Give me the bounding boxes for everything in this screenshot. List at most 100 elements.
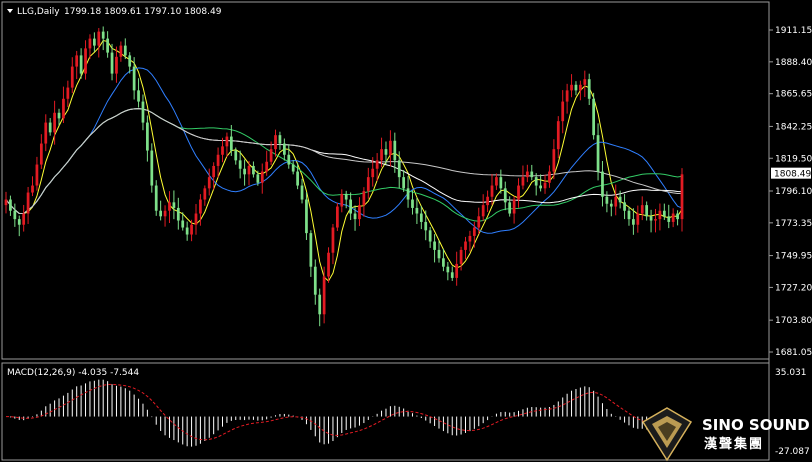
candle-body <box>609 203 613 207</box>
candle-body <box>565 90 569 102</box>
candle-body <box>256 174 260 183</box>
candle-body <box>490 185 494 197</box>
candle-body <box>618 196 622 203</box>
candle-body <box>278 135 282 144</box>
candle-body <box>322 276 326 315</box>
moving-averages <box>5 40 683 282</box>
candle-body <box>486 196 489 206</box>
candle-body <box>362 191 366 206</box>
candle-body <box>548 171 551 183</box>
candle-body <box>194 213 198 225</box>
candle-body <box>234 150 238 161</box>
candle-body <box>53 112 56 133</box>
candle-body <box>163 210 167 217</box>
candle-body <box>402 177 406 189</box>
price-tick-label: 1865.65 <box>775 90 812 100</box>
candle-body <box>433 241 436 250</box>
candle-body <box>9 199 12 211</box>
candle-body <box>4 199 8 206</box>
price-tick-label: 1888.40 <box>775 58 812 68</box>
candle-body <box>35 164 39 186</box>
candle-body <box>375 160 379 169</box>
candle-body <box>481 205 485 217</box>
candle-body <box>508 202 512 214</box>
candle-body <box>221 146 224 155</box>
candle-body <box>380 149 383 161</box>
price-tick-label: 1911.15 <box>775 26 812 36</box>
candle-body <box>415 207 419 214</box>
sino-sound-logo: SINO SOUND 漢聲集團 <box>641 407 810 462</box>
candle-body <box>106 38 109 53</box>
candle-body <box>70 66 74 88</box>
price-tick-label: 1727.20 <box>775 283 812 293</box>
price-tick-label: 1749.95 <box>775 252 812 262</box>
candle-body <box>66 87 70 99</box>
candle-body <box>521 177 525 186</box>
candle-body <box>419 213 423 222</box>
candle-body <box>181 220 185 228</box>
candle-body <box>384 149 388 155</box>
candle-body <box>39 143 43 165</box>
candle-body <box>327 252 330 277</box>
candle-body <box>203 188 207 200</box>
candle-body <box>627 210 631 220</box>
candle-body <box>97 31 101 46</box>
candle-body <box>336 206 339 228</box>
last-price-value: 1808.49 <box>774 170 811 180</box>
candle-body <box>530 171 534 178</box>
price-tick-label: 1773.35 <box>775 219 812 229</box>
candle-body <box>185 227 189 235</box>
candle-body <box>428 230 432 242</box>
candle-body <box>632 219 635 225</box>
chart-frames <box>1 1 770 461</box>
ma-blue-line <box>5 67 683 234</box>
candle-body <box>318 294 322 315</box>
candle-body <box>499 177 503 189</box>
macd-signal-line <box>5 383 683 441</box>
candle-body <box>287 154 291 165</box>
candle-body <box>243 168 246 175</box>
candle-body <box>534 177 538 186</box>
candle-body <box>291 164 295 172</box>
candle-body <box>212 165 216 178</box>
candle-body <box>446 266 450 273</box>
candle-body <box>88 38 92 49</box>
candle-body <box>340 193 344 207</box>
dropdown-triangle-icon[interactable] <box>7 9 13 13</box>
candle-body <box>110 52 114 74</box>
candle-body <box>543 182 547 189</box>
macd-axis: 35.031 -27.087 <box>775 368 810 457</box>
candle-body <box>592 98 596 136</box>
candle-body <box>115 56 118 74</box>
price-tick-label: 1819.50 <box>775 154 812 164</box>
candle-body <box>62 98 65 119</box>
candle-body <box>269 149 273 162</box>
candle-body <box>282 143 286 155</box>
candle-body <box>349 199 352 214</box>
candle-body <box>92 38 96 46</box>
candle-body <box>450 272 454 278</box>
candle-body <box>207 177 211 189</box>
candle-body <box>442 258 445 267</box>
candle-body <box>132 66 136 91</box>
candle-body <box>601 171 604 197</box>
candle-body <box>464 241 467 250</box>
candle-body <box>274 135 277 150</box>
candle-body <box>411 199 414 208</box>
price-tick-label: 1703.80 <box>775 316 812 326</box>
candle-body <box>123 45 127 56</box>
candle-body <box>397 160 401 178</box>
candle-body <box>247 165 251 175</box>
candle-body <box>371 168 375 178</box>
candle-body <box>517 185 520 200</box>
candle-body <box>596 135 600 172</box>
price-tick-label: 1842.25 <box>775 122 812 132</box>
candle-body <box>680 174 684 220</box>
candle-body <box>265 161 269 172</box>
candle-body <box>101 31 105 39</box>
candle-body <box>561 101 565 122</box>
candle-body <box>654 219 657 221</box>
symbol-label: LLG,Daily <box>17 7 60 17</box>
